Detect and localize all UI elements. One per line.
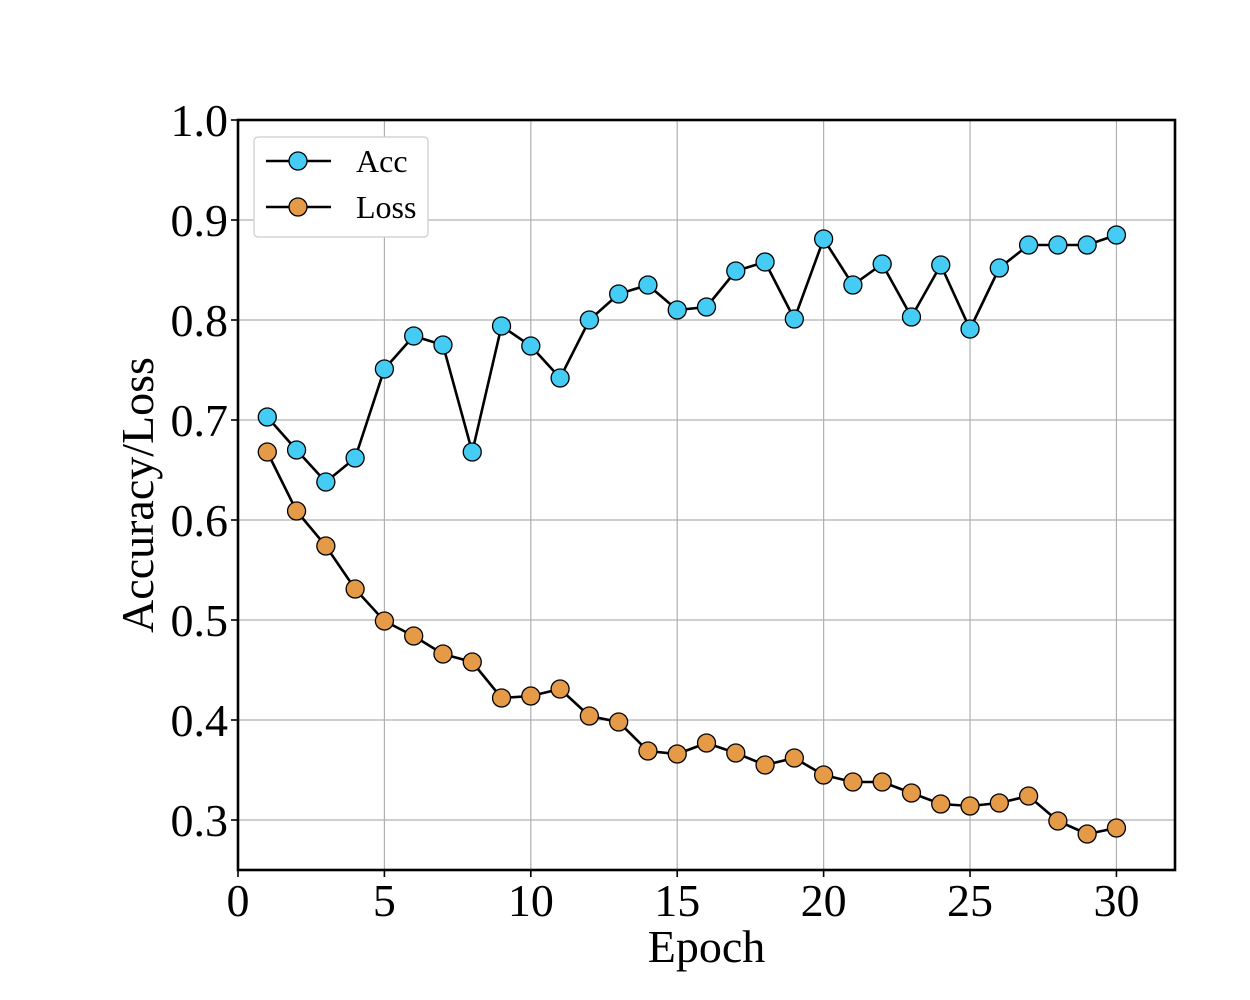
data-point-loss [374, 611, 395, 631]
data-point-loss [638, 741, 658, 761]
x-tick-label: 0 [227, 875, 250, 926]
x-tick-label: 15 [654, 875, 700, 926]
y-tick-label: 0.5 [171, 595, 229, 646]
x-tick-label: 20 [801, 875, 847, 926]
data-point-loss [257, 442, 277, 462]
data-point-loss [1018, 786, 1039, 806]
data-point-loss [696, 733, 717, 753]
data-point-acc [521, 336, 541, 356]
data-point-acc [404, 326, 424, 346]
legend-item-loss: Loss [266, 189, 416, 225]
legend-marker [288, 197, 308, 217]
legend-item-acc: Acc [266, 143, 408, 179]
y-tick-label: 0.4 [171, 695, 229, 746]
data-point-loss [784, 748, 804, 768]
data-point-loss [404, 626, 424, 646]
data-point-acc [813, 229, 834, 249]
data-point-loss [872, 772, 892, 792]
y-tick-label: 0.3 [171, 795, 229, 846]
x-tick-label: 10 [508, 875, 554, 926]
x-tick-label: 5 [373, 875, 396, 926]
data-point-loss [579, 706, 600, 726]
legend-label: Loss [356, 189, 416, 225]
data-point-acc [960, 319, 980, 339]
data-point-loss [755, 755, 775, 775]
data-point-acc [667, 300, 687, 320]
data-point-acc [1018, 235, 1039, 255]
y-tick-label: 0.9 [171, 195, 229, 246]
grid [237, 119, 1175, 870]
data-point-loss [1048, 811, 1068, 831]
data-point-loss [491, 688, 512, 708]
data-point-acc [579, 310, 600, 330]
series-acc [257, 225, 1127, 492]
x-tick-label: 25 [947, 875, 993, 926]
data-point-acc [374, 359, 395, 379]
data-point-acc [433, 335, 453, 355]
legend: Acc Loss [253, 136, 429, 238]
data-point-acc [726, 261, 746, 281]
data-point-acc [345, 448, 365, 468]
data-point-loss [813, 765, 834, 785]
data-point-loss [316, 536, 336, 556]
data-point-acc [491, 316, 512, 336]
data-point-loss [931, 794, 951, 814]
y-tick-label: 1.0 [171, 95, 229, 146]
data-point-loss [843, 772, 863, 792]
data-point-loss [609, 712, 629, 732]
data-point-acc [257, 407, 277, 427]
data-point-acc [638, 275, 658, 295]
y-tick-label: 0.8 [171, 295, 229, 346]
series-layer [257, 225, 1127, 844]
plot-frame [236, 118, 1177, 872]
data-point-loss [1106, 818, 1127, 838]
x-tick-label: 30 [1093, 875, 1139, 926]
data-point-loss [550, 679, 570, 699]
x-axis-label: Epoch [648, 921, 766, 972]
y-tick-label: 0.6 [171, 495, 229, 546]
data-point-loss [667, 744, 687, 764]
data-point-acc [316, 472, 336, 492]
y-axis-label: Accuracy/Loss [112, 357, 163, 633]
y-tick-label: 0.7 [171, 395, 229, 446]
data-point-acc [901, 307, 922, 327]
data-point-acc [1077, 235, 1097, 255]
legend-label: Acc [356, 143, 408, 179]
data-point-loss [433, 644, 453, 664]
series-loss [257, 442, 1127, 844]
data-point-acc [755, 252, 775, 272]
axis-ticks: 0 5 10 15 20 25 30 0.3 0.4 0.5 0.6 0.7 0.8 0.9 1.0 [171, 95, 1140, 926]
data-point-loss [989, 793, 1009, 813]
data-point-loss [1077, 824, 1097, 844]
series-line-loss [266, 451, 1117, 836]
data-point-acc [550, 368, 570, 388]
data-point-loss [345, 579, 365, 599]
data-point-acc [696, 297, 717, 317]
data-point-acc [784, 309, 804, 329]
data-point-loss [960, 796, 980, 816]
data-point-acc [989, 258, 1009, 278]
data-point-acc [1048, 235, 1068, 255]
data-point-acc [872, 254, 892, 274]
data-point-loss [521, 686, 541, 706]
data-point-acc [843, 275, 863, 295]
data-point-acc [931, 255, 951, 275]
data-point-acc [1106, 225, 1127, 245]
data-point-loss [462, 652, 482, 672]
legend-marker [288, 151, 308, 171]
data-point-acc [286, 440, 307, 460]
series-line-acc [266, 233, 1117, 484]
data-point-acc [462, 442, 482, 462]
data-point-acc [609, 284, 629, 304]
data-point-loss [286, 501, 307, 521]
data-point-loss [901, 783, 922, 803]
data-point-loss [726, 743, 746, 763]
